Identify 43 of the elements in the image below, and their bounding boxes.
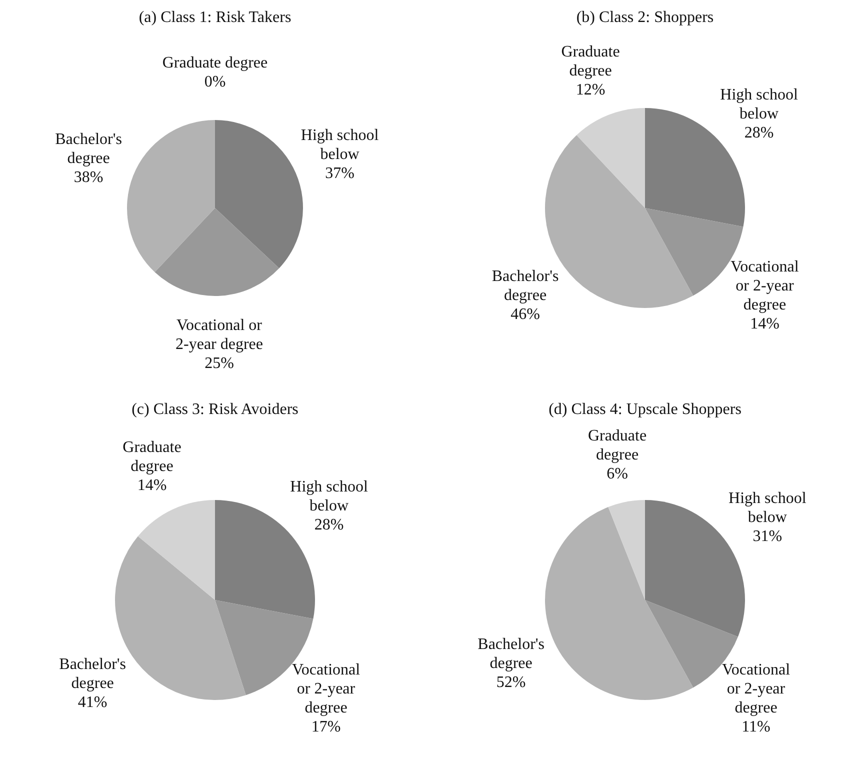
slice-label: Graduate degree (561, 43, 620, 80)
pie-slice (127, 120, 215, 272)
data-label: 12% (576, 81, 606, 98)
slice-label: High school below (300, 126, 380, 163)
data-label: 11% (742, 718, 770, 736)
slice-label: Bachelor's degree (478, 636, 545, 672)
data-label: 25% (204, 354, 234, 372)
slice-label: Vocational or 2-year degree (292, 661, 361, 716)
data-label: 28% (744, 124, 774, 142)
pie-slice (576, 108, 645, 208)
slice-label: Bachelor's degree (492, 268, 559, 304)
data-label: 52% (496, 674, 526, 692)
chart-title: (b) Class 2: Shoppers (576, 9, 714, 26)
slice-label: Vocational or 2-year degree (722, 661, 791, 716)
pie-slice (545, 507, 694, 700)
data-label: 41% (78, 694, 108, 712)
slice-label: High school below (290, 478, 368, 515)
pie-slice (138, 500, 215, 600)
slice-label: Bachelor's degree (55, 130, 122, 167)
slice-label: High school below (728, 490, 807, 526)
pie-slice (215, 120, 303, 268)
data-label: 6% (606, 466, 628, 483)
pie-slice (154, 208, 280, 296)
slice-label: High school below (720, 86, 798, 123)
data-label: 37% (325, 164, 354, 182)
chart-title: (a) Class 1: Risk Takers (138, 9, 292, 26)
text: 0% (204, 74, 226, 90)
chart-title: (c) Class 3: Risk Avoiders (132, 401, 298, 418)
data-label: 46% (510, 306, 540, 323)
data-label: 14% (137, 477, 167, 494)
data-label: 14% (750, 315, 780, 332)
data-label: 17% (311, 718, 341, 736)
slice-label: Vocational or 2-year degree (176, 316, 264, 353)
category-label: Graduate degree (162, 54, 268, 72)
slice-label: Bachelor's degree (59, 656, 126, 692)
data-label: 38% (74, 168, 104, 186)
chart-title: (d) Class 4: Upscale Shoppers (548, 401, 742, 418)
pie-slice (608, 500, 645, 600)
data-label: 28% (314, 516, 344, 534)
slice-label: Graduate degree (588, 428, 647, 464)
slice-label: Vocational or 2-year degree (730, 258, 800, 314)
data-label: 31% (752, 528, 782, 545)
slice-label: Graduate degree (122, 439, 182, 476)
